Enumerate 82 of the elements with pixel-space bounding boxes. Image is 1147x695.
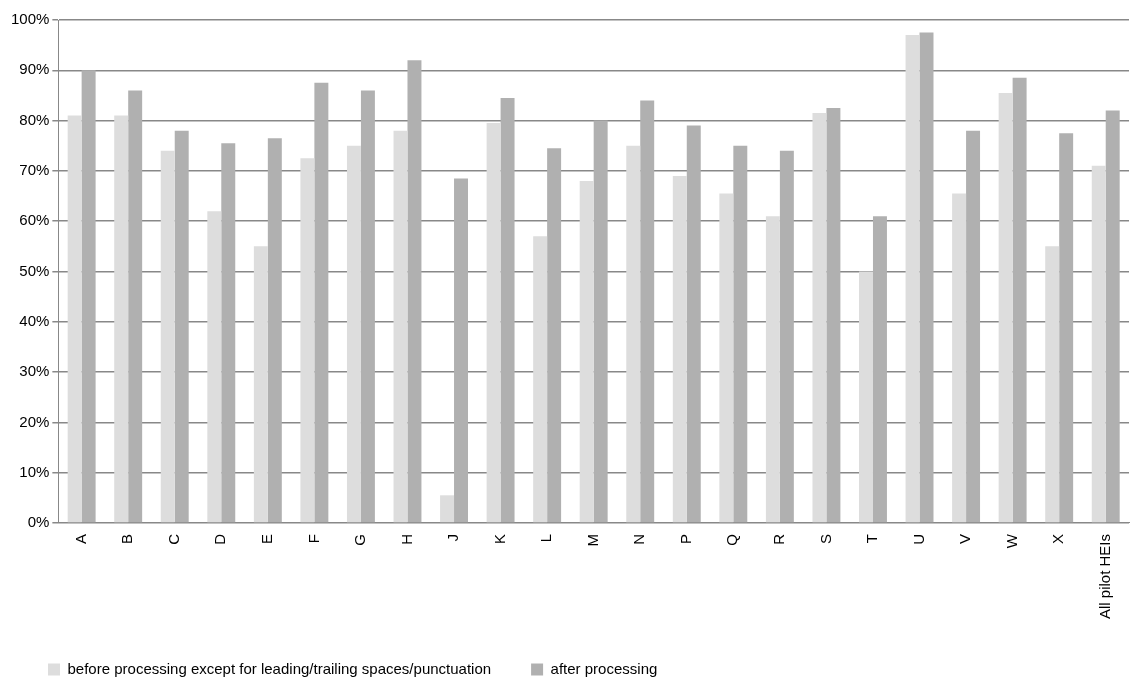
- bar: [407, 60, 422, 523]
- bar: [640, 100, 655, 523]
- bar: [686, 125, 701, 523]
- x-tick-label: L: [537, 533, 555, 543]
- x-tick-label: S: [816, 533, 834, 544]
- x-tick-label: J: [444, 533, 462, 542]
- bar: [486, 123, 501, 523]
- bar: [626, 145, 641, 523]
- bar: [779, 150, 794, 523]
- bar: [360, 90, 375, 523]
- bar: [859, 271, 873, 523]
- y-tick-label: 50%: [19, 261, 50, 279]
- bar: [593, 120, 608, 523]
- y-tick-label: 60%: [19, 211, 50, 229]
- bar: [440, 495, 455, 523]
- legend-label: after processing: [550, 659, 658, 677]
- x-tick-label: P: [676, 533, 694, 544]
- x-tick-label: V: [956, 533, 974, 544]
- x-tick-label: B: [118, 533, 136, 544]
- y-tick-label: 90%: [19, 60, 50, 78]
- y-tick-label: 100%: [10, 10, 50, 28]
- bar: [128, 90, 143, 523]
- x-tick-label: W: [1002, 533, 1020, 549]
- y-tick-label: 20%: [19, 412, 50, 430]
- bar: [547, 148, 562, 523]
- x-tick-label: F: [304, 533, 322, 544]
- x-tick-label: H: [397, 533, 415, 545]
- x-tick-label: M: [583, 533, 601, 547]
- x-tick-label: R: [770, 533, 788, 545]
- bar: [952, 193, 967, 523]
- x-tick-label: U: [909, 533, 927, 545]
- bar: [1091, 165, 1106, 523]
- bar: [872, 216, 887, 523]
- x-tick-label: X: [1049, 533, 1067, 544]
- bar: [221, 143, 236, 523]
- x-tick-label: G: [351, 533, 369, 546]
- bar: [719, 193, 734, 523]
- bar: [267, 138, 282, 523]
- bar: [966, 130, 981, 523]
- x-tick-label: E: [257, 533, 275, 544]
- y-tick-label: 30%: [19, 362, 50, 380]
- x-tick-label: A: [71, 533, 89, 544]
- bar: [300, 158, 315, 523]
- bar: [905, 35, 920, 523]
- y-tick-label: 10%: [19, 462, 50, 480]
- x-tick-label: D: [211, 533, 229, 545]
- y-tick-label: 80%: [19, 110, 50, 128]
- bar: [765, 216, 780, 523]
- x-tick-label: All pilot HEIs: [1095, 533, 1113, 619]
- legend-label: before processing except for leading/trailing spaces/punctuation: [67, 659, 492, 677]
- x-tick-label: K: [490, 533, 508, 544]
- bar: [314, 82, 329, 523]
- y-tick-label: 70%: [19, 161, 50, 179]
- bar: [1059, 133, 1074, 523]
- bar: [393, 130, 408, 523]
- bar: [533, 236, 548, 523]
- bar: [672, 175, 687, 523]
- bar: [500, 97, 515, 523]
- y-tick-label: 0%: [27, 513, 50, 531]
- bar: [1012, 77, 1027, 523]
- bar: [174, 130, 189, 523]
- bar: [207, 211, 222, 523]
- x-tick-label: T: [863, 533, 881, 544]
- bar: [579, 180, 594, 523]
- bar: [998, 92, 1013, 523]
- bar: [812, 113, 827, 523]
- y-tick-label: 40%: [19, 311, 50, 329]
- bar: [733, 145, 748, 523]
- x-tick-label: N: [630, 533, 648, 545]
- x-tick-label: C: [164, 533, 182, 545]
- bar: [1045, 246, 1060, 523]
- bar: [826, 108, 841, 523]
- bar: [160, 150, 175, 523]
- bar: [253, 246, 268, 523]
- bar: [114, 115, 129, 523]
- bar: [454, 178, 468, 523]
- bar: [346, 145, 361, 523]
- bar: [919, 32, 934, 523]
- bar: [67, 115, 82, 523]
- bar: [81, 70, 96, 523]
- x-tick-label: Q: [723, 533, 741, 546]
- bar: [1105, 110, 1120, 523]
